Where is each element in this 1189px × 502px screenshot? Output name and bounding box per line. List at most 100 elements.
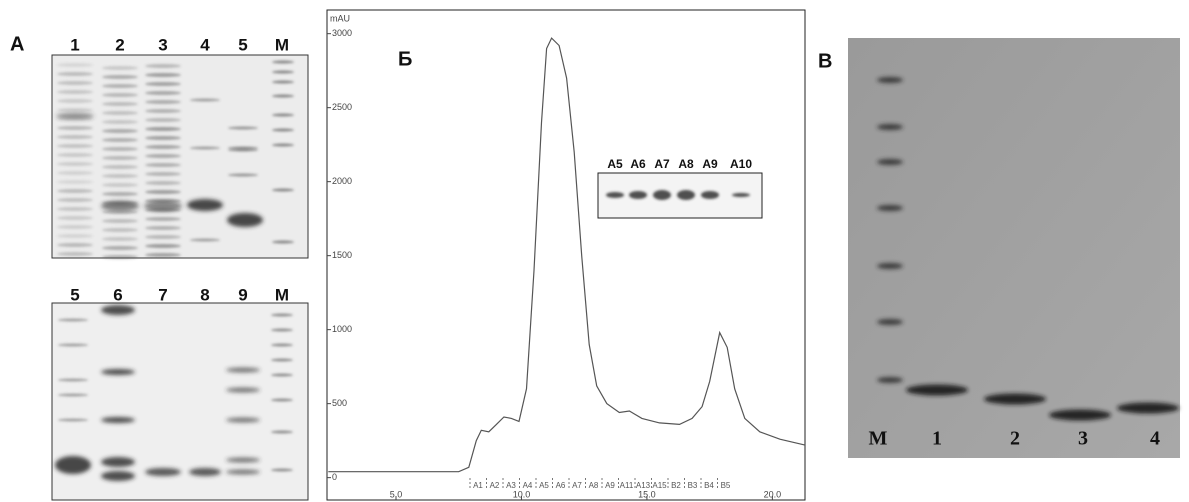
gel-band [102, 147, 138, 151]
panel-label: B [818, 50, 832, 72]
inset-lane-label: A9 [702, 157, 718, 171]
gel-band [145, 244, 181, 248]
gel-band [57, 144, 93, 148]
gel-band [101, 417, 135, 423]
gel-band [57, 216, 93, 220]
gel-band [187, 199, 223, 211]
gel-band [877, 377, 903, 383]
inset-lane-label: A5 [607, 157, 623, 171]
chromatogram-frame [326, 9, 806, 501]
gel-band [57, 180, 93, 184]
gel-band [226, 469, 260, 475]
gel-band [145, 73, 181, 77]
gel-band [56, 113, 94, 119]
gel-band [272, 70, 294, 74]
lane-label: 3 [1078, 428, 1088, 450]
lane-label: M [869, 428, 888, 450]
gel-band [228, 173, 258, 177]
gel-band [271, 398, 293, 402]
gel-band [228, 126, 258, 130]
y-tick-label: 500 [332, 398, 347, 408]
gel-band [57, 90, 93, 94]
gel-band [189, 468, 221, 476]
gel-band [145, 145, 181, 149]
gel-band [102, 246, 138, 250]
fraction-label: A9 [605, 481, 615, 490]
lane-label: 3 [158, 35, 167, 54]
gel-band [57, 72, 93, 76]
gel-band [145, 163, 181, 167]
gel-band [877, 263, 903, 269]
gel-band [145, 468, 181, 476]
lane-label: 5 [70, 285, 79, 304]
gel-band [102, 165, 138, 169]
lane-label: 1 [70, 35, 79, 54]
gel-band [57, 171, 93, 175]
gel-band [145, 118, 181, 122]
lane-label: 4 [200, 35, 210, 54]
inset-lane-label: A10 [730, 157, 752, 171]
gel-band [906, 384, 968, 396]
gel-band [102, 237, 138, 241]
gel-band [272, 80, 294, 84]
gel-band [145, 100, 181, 104]
inset-lane-label: A7 [654, 157, 670, 171]
gel-band [145, 127, 181, 131]
gel-band [145, 154, 181, 158]
y-tick-label: 0 [332, 472, 337, 482]
gel-band [102, 129, 138, 133]
gel-band [271, 343, 293, 347]
fraction-label: A15 [652, 481, 667, 490]
lane-label: 7 [158, 285, 167, 304]
gel-band [877, 124, 903, 130]
gel-band [1049, 409, 1111, 421]
gel-band [57, 99, 93, 103]
y-tick-label: 1500 [332, 250, 352, 260]
gel-band [226, 417, 260, 423]
gel-band [984, 393, 1046, 405]
gel-band [190, 238, 220, 242]
gel-band [145, 253, 181, 257]
gel-band [877, 319, 903, 325]
lane-label: 8 [200, 285, 209, 304]
gel-band [145, 82, 181, 86]
gel-band [271, 358, 293, 362]
gel-band [101, 471, 135, 481]
gel-band [271, 373, 293, 377]
chromatogram-line [328, 37, 806, 473]
gel-band [877, 205, 903, 211]
fraction-label: A1 [473, 481, 483, 490]
gel-band [57, 234, 93, 238]
gel-band [145, 172, 181, 176]
gel-band [102, 219, 138, 223]
gel-band [58, 378, 88, 382]
gel-band [226, 457, 260, 463]
gel-band [57, 198, 93, 202]
gel-band [57, 63, 93, 67]
gel-band [102, 255, 138, 259]
gel-band [145, 181, 181, 185]
lane-label: 6 [113, 285, 122, 304]
gel-band [102, 138, 138, 142]
y-tick-label: 1000 [332, 324, 352, 334]
gel-band [102, 192, 138, 196]
gel-band [102, 102, 138, 106]
gel-band [57, 243, 93, 247]
y-axis-label: mAU [330, 13, 350, 23]
gel-band [58, 318, 88, 322]
gel-band [58, 418, 88, 422]
gel-band [58, 393, 88, 397]
y-tick-label: 3000 [332, 28, 352, 38]
gel-band [102, 111, 138, 115]
gel-band [271, 328, 293, 332]
gel-band [57, 162, 93, 166]
gel-band [190, 98, 220, 102]
gel-band [101, 201, 139, 211]
gel-band [57, 135, 93, 139]
gel-band [653, 190, 671, 200]
gel-band [102, 174, 138, 178]
inset-lane-label: A6 [630, 157, 646, 171]
gel-band [190, 146, 220, 150]
